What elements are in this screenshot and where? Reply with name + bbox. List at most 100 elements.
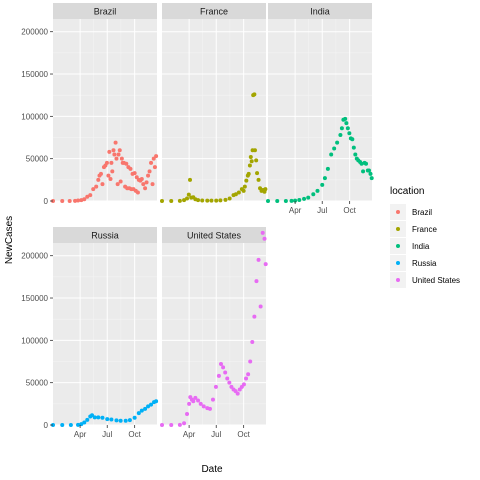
data-point-brazil <box>60 199 65 203</box>
data-point-brazil <box>110 169 115 174</box>
data-point-brazil <box>114 156 119 161</box>
data-point-russia <box>146 404 151 409</box>
data-point-united-states <box>216 373 221 378</box>
data-point-russia <box>136 411 141 416</box>
data-point-brazil <box>141 182 146 187</box>
data-point-brazil <box>85 194 90 199</box>
data-point-france <box>177 198 182 203</box>
x-tick-label: Apr <box>183 430 196 439</box>
data-point-france <box>249 159 254 164</box>
data-point-brazil <box>76 198 81 203</box>
x-tick-label: Jul <box>211 430 221 439</box>
data-point-russia <box>90 413 95 418</box>
data-point-india <box>322 176 327 181</box>
y-tick-label: 50000 <box>26 379 49 388</box>
data-point-brazil <box>149 160 154 165</box>
panel-background <box>53 243 157 425</box>
data-point-india <box>351 145 356 150</box>
data-point-united-states <box>246 372 251 377</box>
data-point-france <box>248 154 253 159</box>
data-point-russia <box>114 418 119 423</box>
data-point-france <box>169 199 174 203</box>
data-point-india <box>320 182 325 187</box>
x-tick-label: Oct <box>343 206 356 215</box>
data-point-france <box>223 197 228 202</box>
data-point-united-states <box>227 380 232 385</box>
legend-label-united-states: United States <box>412 276 460 285</box>
data-point-united-states <box>196 398 201 403</box>
panel-india: India <box>266 3 374 203</box>
data-point-india <box>325 166 330 171</box>
panel-background <box>53 19 157 201</box>
data-point-united-states <box>252 314 257 319</box>
data-point-united-states <box>244 376 249 381</box>
y-tick-label: 0 <box>44 421 49 430</box>
data-point-united-states <box>223 370 228 375</box>
data-point-russia <box>109 417 114 422</box>
data-point-france <box>205 198 210 203</box>
data-point-france <box>242 184 247 189</box>
data-point-united-states <box>235 391 240 396</box>
x-tick-label: Oct <box>128 430 141 439</box>
legend-swatch-france <box>396 227 400 231</box>
data-point-brazil <box>112 152 117 157</box>
data-point-india <box>369 176 374 181</box>
data-point-india <box>332 146 337 151</box>
data-point-brazil <box>94 184 99 189</box>
data-point-russia <box>76 422 81 427</box>
data-point-india <box>367 168 372 173</box>
data-point-russia <box>85 417 90 422</box>
data-point-brazil <box>96 177 101 182</box>
data-point-united-states <box>191 399 196 404</box>
data-point-united-states <box>198 401 203 406</box>
data-point-france <box>200 198 205 203</box>
data-point-brazil <box>154 154 159 159</box>
data-point-india <box>335 140 340 145</box>
facet-panels: Brazil France India Russia United States <box>51 3 374 427</box>
data-point-brazil <box>147 169 152 174</box>
data-point-brazil <box>100 182 105 187</box>
data-point-france <box>218 198 223 203</box>
data-point-united-states <box>221 365 226 370</box>
data-point-brazil <box>119 156 124 161</box>
data-point-russia <box>96 415 101 420</box>
data-point-india <box>289 198 294 203</box>
legend-label-brazil: Brazil <box>412 208 432 217</box>
data-point-russia <box>123 418 128 423</box>
data-point-india <box>315 188 320 193</box>
data-point-india <box>347 131 352 136</box>
data-point-brazil <box>107 149 112 154</box>
data-point-russia <box>127 418 132 423</box>
data-point-france <box>160 199 164 203</box>
legend-swatch-russia <box>396 261 400 265</box>
data-point-india <box>345 126 350 131</box>
data-point-india <box>297 197 302 202</box>
data-point-united-states <box>254 279 259 284</box>
panel-russia: Russia <box>51 227 159 427</box>
data-point-france <box>214 198 219 203</box>
data-point-brazil <box>143 186 148 191</box>
legend-label-france: France <box>412 225 437 234</box>
strip-france <box>162 3 266 19</box>
data-point-france <box>236 190 241 195</box>
data-point-brazil <box>144 180 149 185</box>
strip-united-states <box>162 227 266 243</box>
data-point-brazil <box>151 156 156 161</box>
data-point-russia <box>139 408 144 413</box>
data-point-united-states <box>219 362 224 367</box>
data-point-india <box>339 126 344 131</box>
data-point-france <box>188 177 193 182</box>
strip-label-india: India <box>310 7 330 17</box>
x-tick-label: Oct <box>237 430 250 439</box>
legend-label-russia: Russia <box>412 259 437 268</box>
data-point-russia <box>92 415 97 420</box>
data-point-united-states <box>250 340 255 345</box>
y-tick-label: 100000 <box>21 336 48 345</box>
data-point-france <box>252 92 257 97</box>
data-point-france <box>182 198 187 203</box>
data-point-brazil <box>111 148 116 153</box>
y-tick-label: 150000 <box>21 70 48 79</box>
y-tick-label: 200000 <box>21 28 48 37</box>
data-point-france <box>255 171 260 176</box>
